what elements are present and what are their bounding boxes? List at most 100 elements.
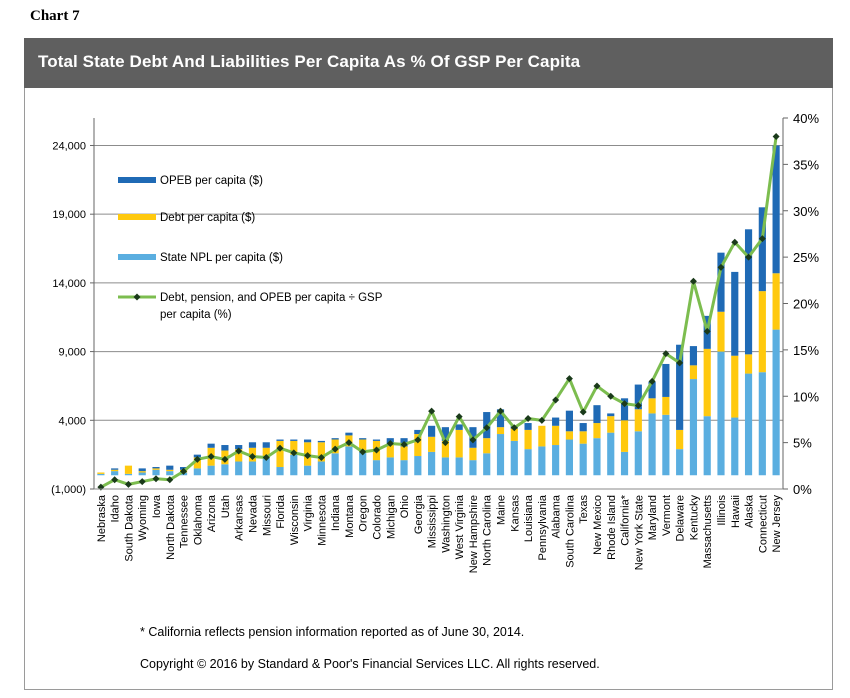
ratio-point xyxy=(745,253,753,261)
ratio-point xyxy=(703,327,711,335)
category-label: Vermont xyxy=(661,495,673,536)
npl-bar xyxy=(483,453,491,476)
ratio-point xyxy=(593,382,601,390)
npl-bar xyxy=(290,454,298,476)
npl-bar xyxy=(731,417,739,476)
title-bar: Total State Debt And Liabilities Per Cap… xyxy=(24,38,833,88)
npl-bar xyxy=(441,457,449,476)
npl-bar xyxy=(565,439,573,476)
legend: OPEB per capita ($) Debt per capita ($) St… xyxy=(118,175,383,321)
category-label: Wisconsin xyxy=(289,495,301,545)
npl-bar xyxy=(758,372,766,476)
opeb-bar xyxy=(221,445,229,451)
npl-bar xyxy=(152,469,160,476)
legend-label: Debt, pension, and OPEB per capita ÷ GSP… xyxy=(160,292,383,321)
npl-bar xyxy=(455,457,463,476)
ratio-point xyxy=(552,396,560,404)
npl-bar xyxy=(703,416,711,476)
ratio-point xyxy=(689,277,697,285)
npl-bar xyxy=(469,460,477,476)
ratio-point xyxy=(758,235,766,243)
ratio-point xyxy=(221,455,229,463)
category-label: Wyoming xyxy=(137,495,149,541)
npl-bar xyxy=(552,445,560,476)
right-tick-label: 40% xyxy=(793,111,819,126)
npl-bar xyxy=(359,451,367,476)
ratio-point xyxy=(235,447,243,455)
npl-bar xyxy=(221,464,229,476)
opeb-bar xyxy=(648,381,656,399)
category-label: Delaware xyxy=(675,495,687,541)
category-label: South Carolina xyxy=(564,494,576,568)
npl-bar xyxy=(496,434,505,476)
right-tick-label: 15% xyxy=(793,343,819,358)
debt-bar xyxy=(524,429,532,450)
ratio-point xyxy=(262,453,270,461)
opeb-bar xyxy=(455,424,463,430)
opeb-bar xyxy=(579,423,587,432)
npl-bar xyxy=(138,472,146,476)
ratio-point xyxy=(111,476,119,484)
category-label: Arizona xyxy=(206,494,218,532)
category-label: Washington xyxy=(440,495,452,553)
ratio-point xyxy=(331,445,339,453)
opeb-bar xyxy=(620,398,629,421)
ratio-point xyxy=(386,440,394,448)
right-tick-label: 10% xyxy=(793,389,819,404)
npl-bar xyxy=(414,456,422,476)
debt-bar xyxy=(510,428,518,441)
opeb-bar xyxy=(345,432,353,436)
npl-bar xyxy=(772,329,780,476)
opeb-bar xyxy=(304,439,312,443)
debt-bar xyxy=(689,365,698,380)
opeb-bar xyxy=(235,445,243,450)
ratio-point xyxy=(621,400,629,408)
category-label: Rhode Island xyxy=(606,495,618,560)
ratio-point xyxy=(497,407,505,415)
ratio-point xyxy=(138,478,146,486)
left-tick-label: 24,000 xyxy=(52,140,86,152)
opeb-bar xyxy=(496,409,505,428)
debt-bar xyxy=(552,425,560,446)
npl-bar xyxy=(538,446,546,476)
opeb-bar xyxy=(772,145,780,274)
legend-label: OPEB per capita ($) xyxy=(160,175,263,187)
opeb-bar xyxy=(676,344,684,430)
debt-bar xyxy=(744,354,753,374)
opeb-bar xyxy=(744,229,753,355)
ratio-point xyxy=(579,408,587,416)
npl-bar xyxy=(648,413,656,476)
category-label: Louisiana xyxy=(523,494,535,542)
npl-bar xyxy=(235,461,243,476)
chart-title: Total State Debt And Liabilities Per Cap… xyxy=(38,52,581,71)
debt-bar xyxy=(193,457,201,469)
debt-bar xyxy=(676,429,684,450)
left-tick-label: 9,000 xyxy=(58,347,86,359)
ratio-point xyxy=(152,475,160,483)
opeb-bar xyxy=(414,429,422,435)
npl-bar xyxy=(400,460,408,476)
category-label: Oregon xyxy=(358,495,370,532)
debt-bar xyxy=(565,431,573,440)
ratio-point xyxy=(634,402,642,410)
opeb-bar xyxy=(152,467,160,469)
debt-bar xyxy=(386,443,394,458)
category-label: North Dakota xyxy=(165,494,177,560)
ratio-point xyxy=(345,439,353,447)
opeb-bar xyxy=(441,427,449,441)
ratio-point xyxy=(565,375,573,383)
debt-bar xyxy=(620,420,629,452)
category-label: Missouri xyxy=(261,495,273,536)
opeb-bar xyxy=(689,346,698,366)
npl-bar xyxy=(662,414,670,476)
ratio-point xyxy=(317,453,325,461)
ratio-point xyxy=(290,449,298,457)
debt-bar xyxy=(455,429,463,458)
ratio-point xyxy=(180,467,188,475)
category-label: Montana xyxy=(344,494,356,538)
legend-swatch xyxy=(118,254,156,260)
debt-bar xyxy=(290,440,298,455)
npl-bar xyxy=(689,379,698,476)
footnote: * California reflects pension informatio… xyxy=(140,625,525,639)
ratio-point xyxy=(662,350,670,358)
